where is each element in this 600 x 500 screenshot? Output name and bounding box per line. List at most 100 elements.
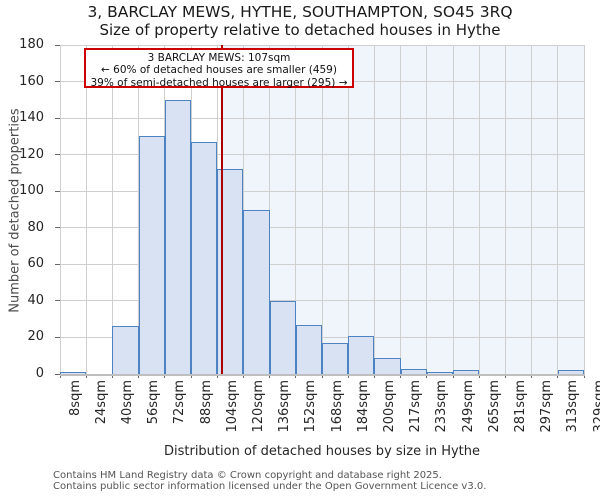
- v-gridline: [452, 45, 454, 374]
- y-tick-label: 80: [27, 219, 44, 235]
- histogram-bar: [400, 368, 427, 374]
- x-tick-label: 297sqm: [539, 380, 555, 433]
- y-tick-mark: [55, 300, 60, 302]
- footer-line-1: Contains HM Land Registry data © Crown c…: [53, 470, 442, 481]
- v-gridline: [59, 45, 61, 374]
- y-tick-mark: [55, 117, 60, 119]
- v-gridline: [85, 45, 87, 374]
- x-tick-label: 40sqm: [119, 380, 135, 425]
- footer-line-2: Contains public sector information licen…: [53, 481, 487, 492]
- y-tick-label: 180: [19, 37, 44, 52]
- x-tick-mark: [190, 374, 192, 378]
- y-tick-mark: [55, 81, 60, 83]
- histogram-bar: [138, 136, 165, 374]
- y-tick-label: 140: [19, 110, 44, 126]
- x-tick-mark: [321, 374, 323, 378]
- y-tick-label: 0: [35, 366, 44, 381]
- x-tick-label: 104sqm: [224, 380, 240, 433]
- x-tick-mark: [373, 374, 375, 378]
- histogram-bar: [374, 357, 401, 374]
- x-tick-mark: [400, 374, 402, 378]
- y-tick-label: 40: [27, 292, 44, 308]
- x-tick-label: 72sqm: [172, 380, 188, 425]
- x-tick-label: 233sqm: [434, 380, 450, 433]
- x-tick-label: 168sqm: [329, 380, 345, 433]
- chart-title: 3, BARCLAY MEWS, HYTHE, SOUTHAMPTON, SO4…: [87, 3, 513, 21]
- x-tick-mark: [164, 374, 166, 378]
- v-gridline: [321, 45, 323, 374]
- x-tick-mark: [295, 374, 297, 378]
- histogram-bar: [191, 141, 218, 374]
- v-gridline: [347, 45, 349, 374]
- x-tick-mark: [59, 374, 61, 378]
- x-tick-mark: [504, 374, 506, 378]
- v-gridline: [295, 45, 297, 374]
- v-gridline: [400, 45, 402, 374]
- x-tick-label: 329sqm: [591, 380, 600, 433]
- annotation-line-1: 3 BARCLAY MEWS: 107sqm: [147, 52, 291, 64]
- annotation-box: 3 BARCLAY MEWS: 107sqm ← 60% of detached…: [84, 48, 354, 89]
- y-tick-mark: [55, 373, 60, 375]
- x-tick-mark: [557, 374, 559, 378]
- y-tick-label: 20: [27, 329, 44, 345]
- y-tick-mark: [55, 336, 60, 338]
- v-gridline: [373, 45, 375, 374]
- v-gridline: [111, 45, 113, 374]
- x-tick-label: 120sqm: [250, 380, 266, 433]
- y-tick-mark: [55, 263, 60, 265]
- x-tick-mark: [583, 374, 585, 378]
- x-tick-mark: [531, 374, 533, 378]
- x-tick-mark: [138, 374, 140, 378]
- x-tick-label: 24sqm: [93, 380, 109, 425]
- v-gridline: [426, 45, 428, 374]
- x-tick-label: 152sqm: [303, 380, 319, 433]
- x-tick-label: 281sqm: [512, 380, 528, 433]
- y-tick-label: 60: [27, 256, 44, 272]
- x-tick-label: 200sqm: [381, 380, 397, 433]
- v-gridline: [504, 45, 506, 374]
- histogram-bar: [60, 372, 87, 374]
- y-tick-mark: [55, 227, 60, 229]
- x-tick-mark: [269, 374, 271, 378]
- y-tick-label: 120: [19, 146, 44, 162]
- v-gridline: [583, 45, 585, 374]
- property-size-marker-line: [220, 45, 223, 374]
- x-axis-line: [60, 374, 585, 376]
- x-tick-mark: [478, 374, 480, 378]
- histogram-bar: [112, 326, 139, 374]
- annotation-line-3: 39% of semi-detached houses are larger (…: [90, 76, 348, 89]
- v-gridline: [269, 45, 271, 374]
- x-tick-label: 88sqm: [198, 380, 214, 425]
- v-gridline: [531, 45, 533, 374]
- x-tick-mark: [216, 374, 218, 378]
- y-tick-mark: [55, 190, 60, 192]
- x-tick-label: 265sqm: [486, 380, 502, 433]
- x-tick-mark: [452, 374, 454, 378]
- x-tick-label: 8sqm: [67, 380, 83, 416]
- histogram-bar: [164, 99, 191, 374]
- y-tick-mark: [55, 44, 60, 46]
- histogram-bar: [269, 300, 296, 374]
- histogram-bar: [322, 342, 349, 374]
- x-tick-label: 313sqm: [565, 380, 581, 433]
- x-tick-label: 217sqm: [408, 380, 424, 433]
- x-tick-label: 184sqm: [355, 380, 371, 433]
- x-tick-label: 136sqm: [277, 380, 293, 433]
- x-tick-label: 249sqm: [460, 380, 476, 433]
- histogram-bar: [243, 209, 270, 374]
- y-tick-mark: [55, 154, 60, 156]
- annotation-line-2: ← 60% of detached houses are smaller (45…: [101, 64, 337, 77]
- histogram-bar: [453, 370, 480, 374]
- x-tick-mark: [242, 374, 244, 378]
- histogram-bar: [348, 335, 375, 374]
- chart-subtitle: Size of property relative to detached ho…: [99, 21, 501, 39]
- x-tick-mark: [347, 374, 349, 378]
- x-tick-mark: [426, 374, 428, 378]
- v-gridline: [557, 45, 559, 374]
- x-axis-title: Distribution of detached houses by size …: [163, 444, 481, 459]
- y-tick-label: 160: [19, 73, 44, 89]
- x-tick-label: 56sqm: [146, 380, 162, 425]
- y-tick-label: 100: [19, 183, 44, 199]
